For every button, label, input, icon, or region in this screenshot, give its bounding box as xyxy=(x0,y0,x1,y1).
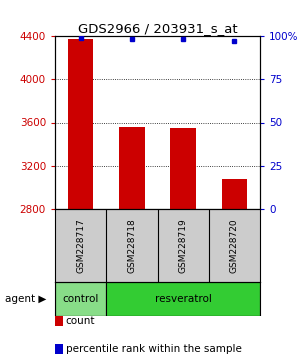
Text: GSM228717: GSM228717 xyxy=(76,218,85,273)
Bar xyxy=(106,282,260,316)
Text: control: control xyxy=(62,294,99,304)
Bar xyxy=(119,127,145,209)
Bar xyxy=(170,128,196,209)
Text: percentile rank within the sample: percentile rank within the sample xyxy=(65,344,242,354)
Text: count: count xyxy=(65,316,95,326)
Text: GSM228719: GSM228719 xyxy=(178,218,188,273)
Bar xyxy=(68,39,93,209)
Text: agent ▶: agent ▶ xyxy=(4,294,46,304)
Text: GSM228718: GSM228718 xyxy=(128,218,136,273)
Text: GSM228720: GSM228720 xyxy=(230,218,239,273)
Text: resveratrol: resveratrol xyxy=(155,294,212,304)
Bar xyxy=(222,179,247,209)
Title: GDS2966 / 203931_s_at: GDS2966 / 203931_s_at xyxy=(78,22,237,35)
Bar xyxy=(55,282,106,316)
